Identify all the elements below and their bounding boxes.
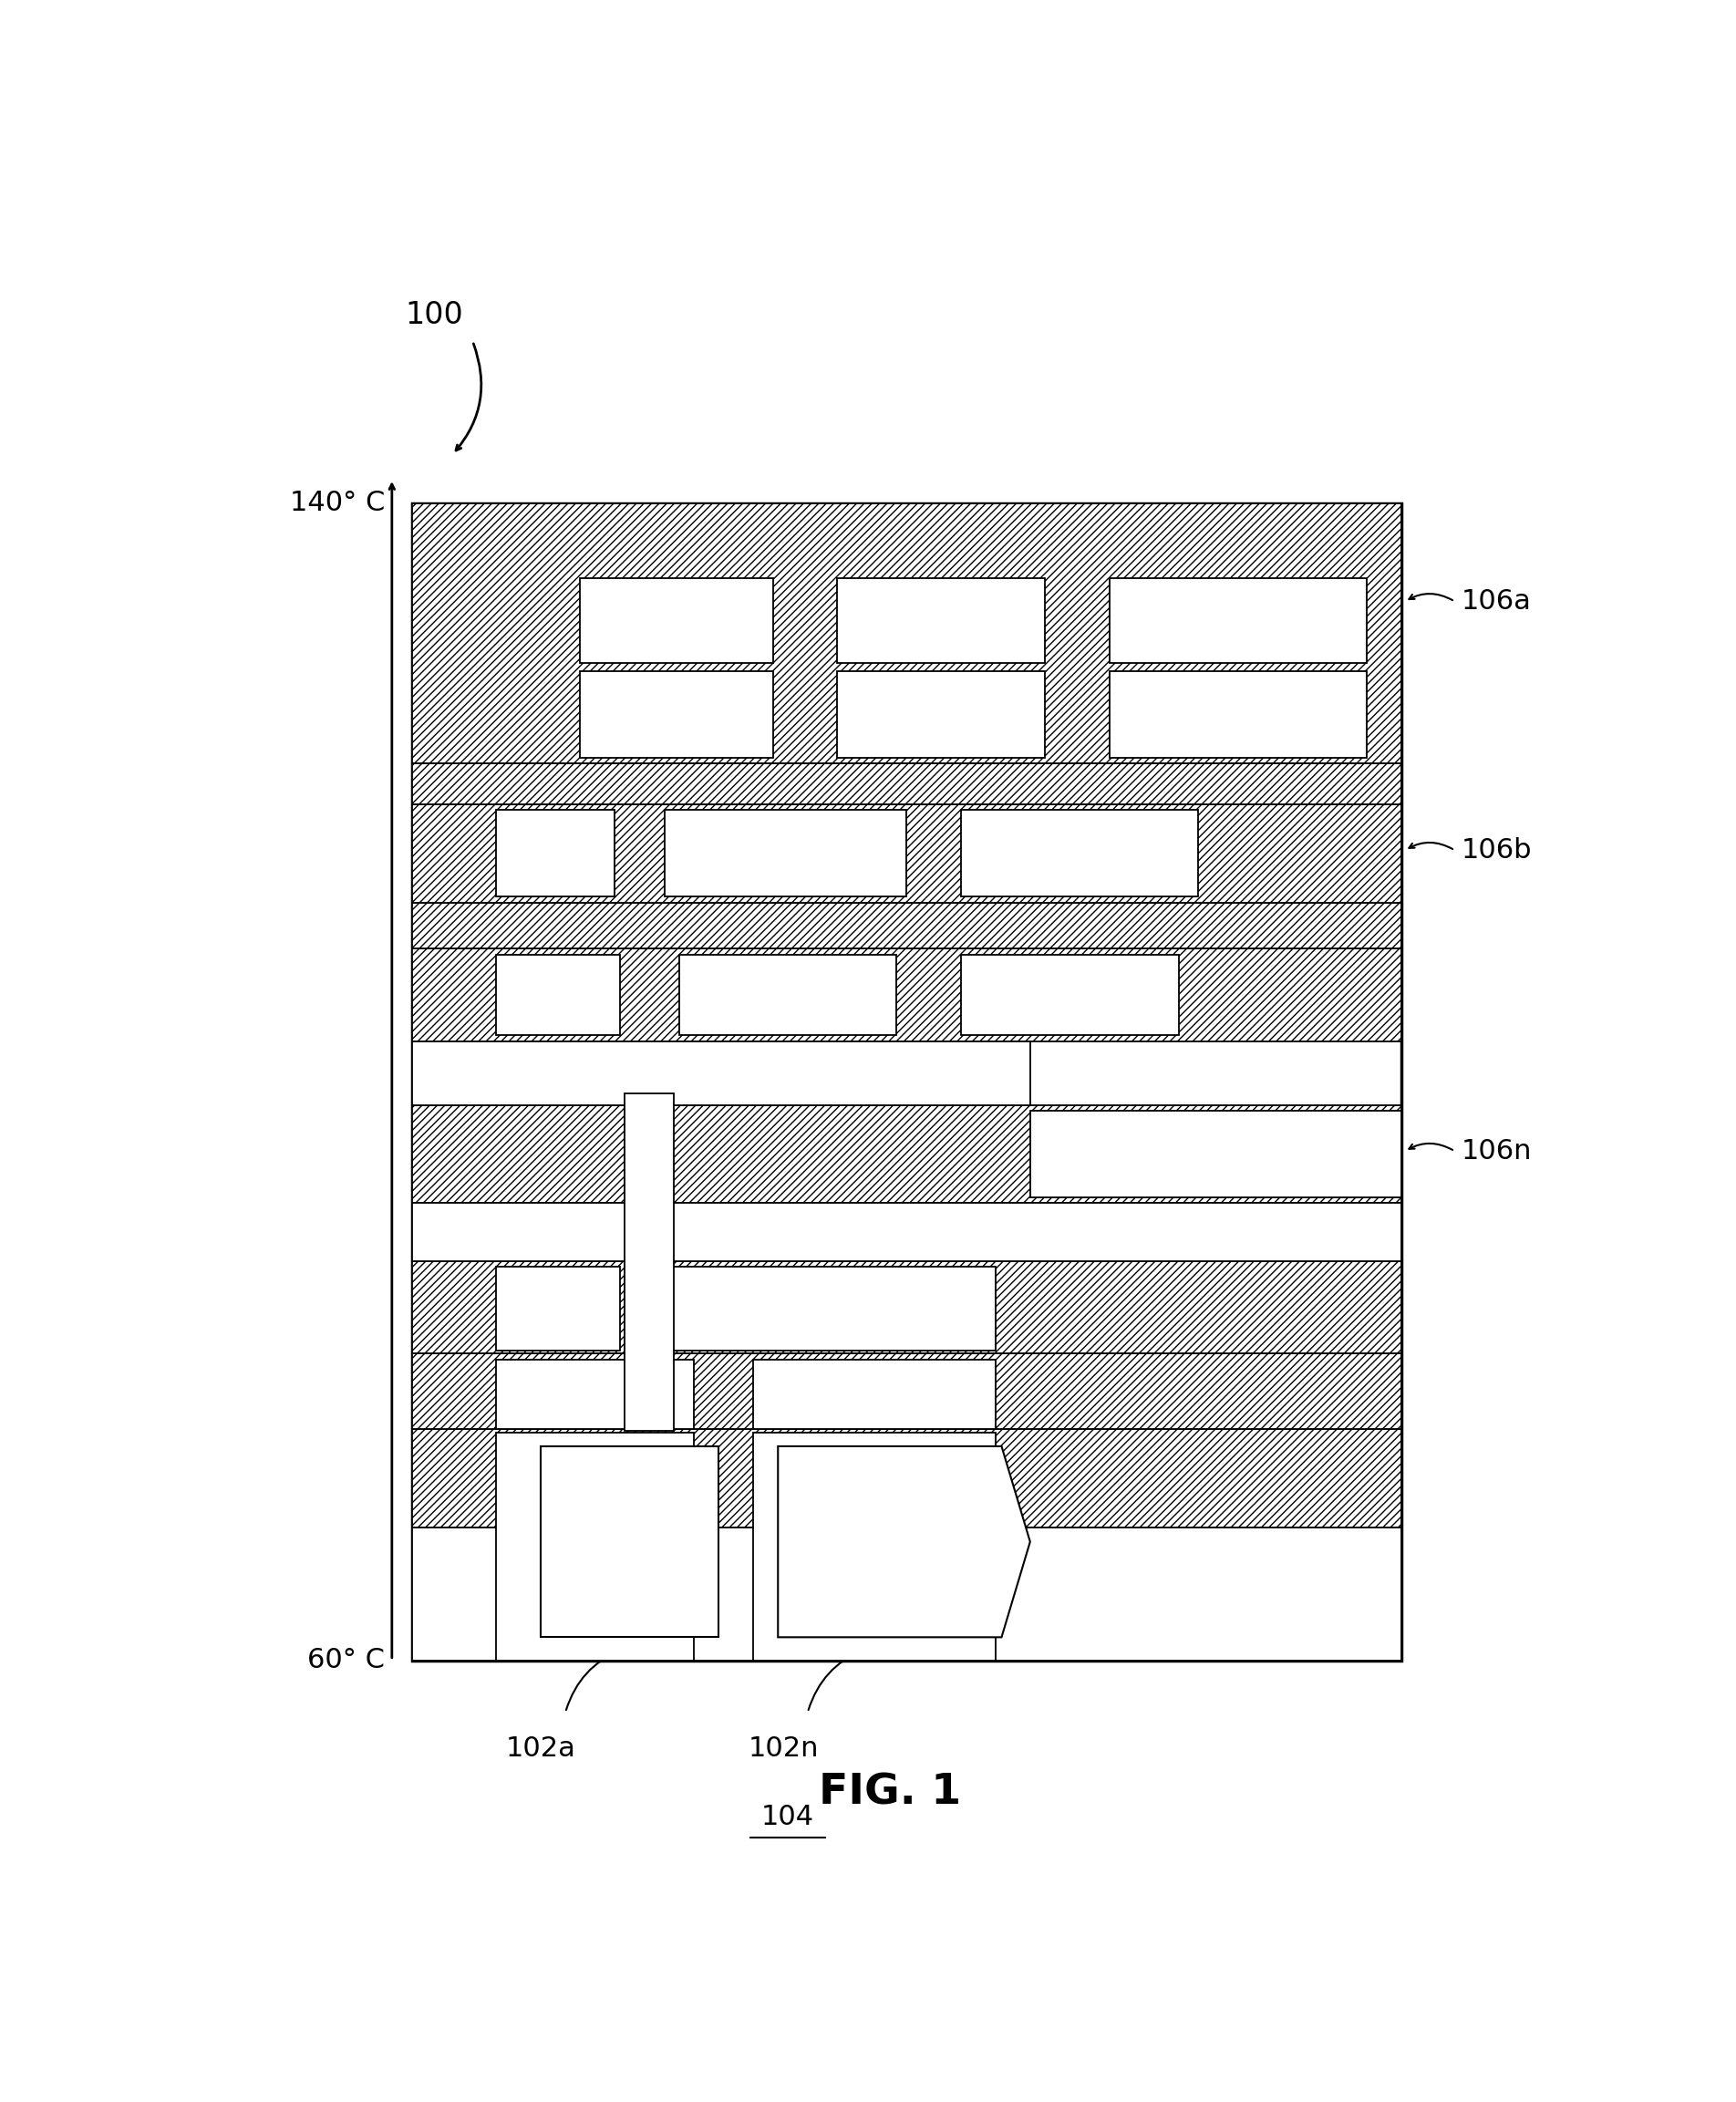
Bar (1109, 671, 1366, 757)
Bar (753, 1360, 995, 1429)
Bar (411, 902, 1401, 948)
Bar (411, 803, 1401, 902)
Bar (1029, 1110, 1401, 1198)
Text: 140° C: 140° C (290, 490, 385, 517)
Bar (411, 1354, 1401, 1429)
Text: FIG. 1: FIG. 1 (819, 1772, 960, 1814)
Bar (496, 1431, 694, 1661)
Bar (496, 1268, 620, 1349)
Bar (962, 954, 1179, 1036)
Bar (411, 948, 1401, 1040)
Text: n+/p+: n+/p+ (859, 1534, 934, 1555)
Bar (580, 578, 773, 662)
Text: 106b: 106b (1462, 837, 1533, 864)
Polygon shape (778, 1446, 1029, 1637)
Bar (411, 1040, 1029, 1106)
Text: 106a: 106a (1462, 589, 1531, 614)
Bar (672, 1268, 995, 1349)
Text: n+/p+: n+/p+ (592, 1534, 667, 1555)
Bar (496, 954, 620, 1036)
Bar (496, 809, 615, 898)
Bar (679, 954, 896, 1036)
Bar (837, 578, 1045, 662)
Bar (753, 1431, 995, 1661)
Text: 106n: 106n (1462, 1137, 1533, 1165)
Bar (837, 671, 1045, 757)
Bar (411, 502, 1401, 763)
Bar (411, 1528, 1401, 1661)
Bar (665, 809, 906, 898)
Text: 104: 104 (762, 1804, 814, 1831)
Text: 102a: 102a (505, 1736, 576, 1761)
Bar (411, 1106, 1401, 1202)
Bar (411, 763, 1401, 803)
Bar (1109, 578, 1366, 662)
Text: 60° C: 60° C (307, 1648, 385, 1673)
Bar (411, 1261, 1401, 1354)
Bar (411, 1202, 1401, 1261)
Bar (625, 1093, 674, 1431)
Bar (540, 1446, 719, 1637)
Bar (496, 1360, 694, 1429)
Text: 102n: 102n (748, 1736, 819, 1761)
Bar (580, 671, 773, 757)
Bar (411, 1429, 1401, 1528)
Bar (411, 502, 1401, 1661)
Bar (962, 809, 1198, 898)
Text: 100: 100 (406, 301, 464, 330)
